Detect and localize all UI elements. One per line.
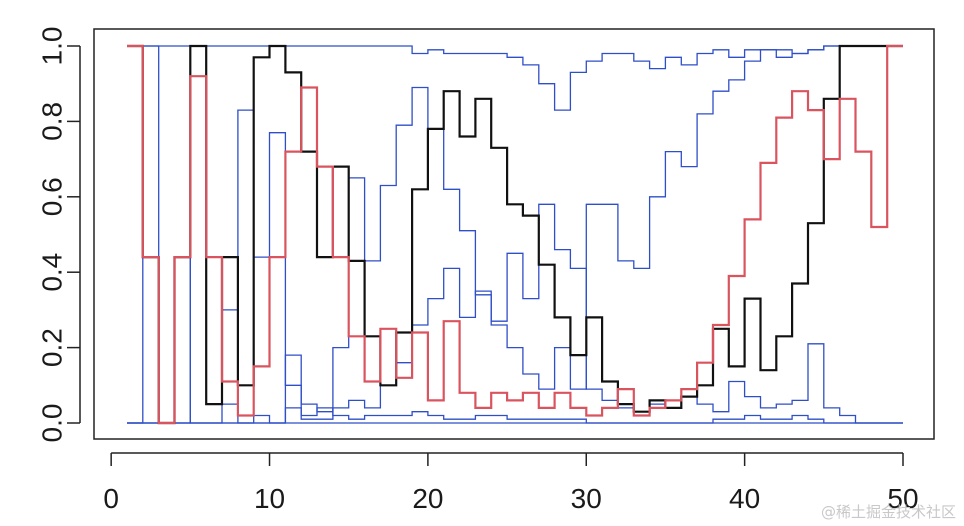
x-tick-label: 30: [571, 483, 602, 514]
series-blue-2: [127, 45, 903, 424]
series-layer: [127, 44, 903, 425]
series-red-7: [127, 44, 903, 425]
x-tick-label: 0: [103, 483, 119, 514]
plot-frame: [93, 28, 935, 440]
y-tick-label: 0.6: [37, 177, 68, 216]
series-blue-1: [127, 45, 903, 111]
y-tick-label: 0.2: [37, 328, 68, 367]
x-tick-label: 10: [254, 483, 285, 514]
y-tick-label: 1.0: [37, 27, 68, 66]
x-tick-label: 40: [729, 483, 760, 514]
y-tick-label: 0.0: [37, 404, 68, 443]
series-blue-3: [127, 45, 903, 424]
x-tick-label: 20: [412, 483, 443, 514]
series-black-6: [127, 44, 903, 425]
x-tick-label: 50: [887, 483, 918, 514]
series-blue-4: [127, 354, 903, 424]
y-tick-label: 0.4: [37, 253, 68, 292]
watermark-text: @稀土掘金技术社区: [820, 503, 956, 521]
y-tick-label: 0.8: [37, 102, 68, 141]
axes-layer: 0 10 20 30 40 50 0.0 0.2 0.4 0.6 0.8 1.0: [37, 27, 919, 514]
